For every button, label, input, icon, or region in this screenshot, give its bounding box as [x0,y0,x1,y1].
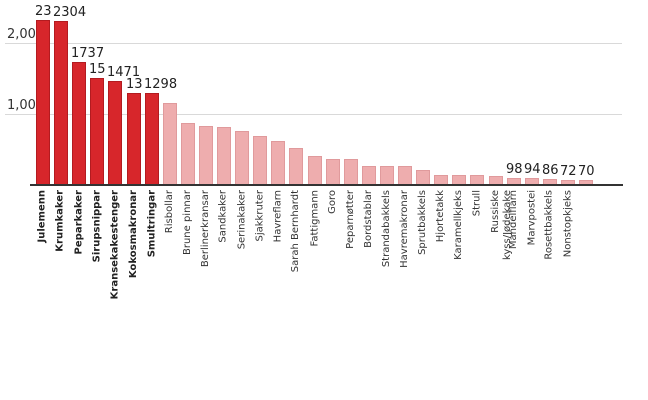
x-tick-label: Havreflarn [272,190,284,243]
x-tick-label: Sjakkruter [254,190,266,242]
bar[interactable] [108,81,122,185]
bar[interactable] [217,127,231,185]
value-label: 72 [560,164,577,179]
value-label: 1298 [144,77,178,92]
x-tick-label: Marvpostei [526,190,538,246]
bar[interactable] [145,93,159,185]
x-tick-label: Karamellkjeks [452,190,464,260]
bar[interactable] [362,166,376,185]
x-tick-label: Strandabakkels [381,190,393,268]
x-tick-label: Strull [471,190,483,217]
x-tick-label: Peparkaker [73,190,85,255]
bar[interactable] [127,93,141,185]
x-tick-label: Julemenn [36,190,48,243]
bar[interactable] [54,21,68,185]
x-tick-label: Mandelflarn [508,190,520,250]
x-tick-label: Nonstopkjeks [562,190,574,258]
bar[interactable] [344,159,358,185]
value-label: 1737 [71,46,105,61]
x-tick-label: Risbollar [164,190,176,234]
y-tick-label: 1,000 [7,98,45,113]
bar[interactable] [235,131,249,185]
x-tick-label: Bordstablar [362,190,374,248]
x-tick-label: Berlinerkransar [200,190,212,268]
value-label: 94 [524,162,541,177]
x-tick-label: Kokosmakronar [128,190,140,279]
value-label: 13 [126,77,143,92]
bar[interactable] [90,78,104,185]
value-label: 1471 [107,65,141,80]
x-tick-label: Havremakronar [398,190,410,268]
value-label: 15 [89,62,106,77]
bar[interactable] [72,62,86,185]
value-label: 86 [542,163,559,178]
value-label: 23 [35,4,52,19]
x-tick-label: Kransekakestenger [109,190,121,300]
bar[interactable] [36,20,50,185]
bar[interactable] [380,166,394,185]
x-tick-label: Fattigmann [309,190,321,247]
bar[interactable] [416,170,430,185]
x-axis [30,184,623,186]
gridline [5,114,622,115]
bar[interactable] [199,126,213,185]
x-tick-label: Rosettbakkels [543,190,555,260]
bar[interactable] [163,103,177,185]
x-tick-label: Brune pinnar [182,190,194,256]
x-tick-label: Hjortetakk [435,190,447,243]
x-tick-label: Sandkaker [217,190,229,243]
gridline [5,43,622,44]
x-tick-label: Sirupsnippar [91,190,103,263]
value-label: 2304 [53,5,87,20]
bar[interactable] [326,159,340,185]
y-tick-label: 2,000 [7,27,45,42]
bar[interactable] [271,141,285,185]
x-tick-label: Sprutbakkels [416,190,428,255]
x-tick-label: Krumkaker [54,190,66,252]
bar[interactable] [253,136,267,185]
bar[interactable] [308,156,322,185]
x-tick-label: Smultringar [146,190,158,258]
x-tick-label: Goro [326,190,338,214]
value-label: 98 [506,162,523,177]
x-tick-label: Serinakaker [236,190,248,250]
value-label: 70 [578,164,595,179]
x-tick-label: Sarah Bernhardt [290,190,302,273]
x-tick-label: Peparnøtter [344,190,356,249]
bar[interactable] [181,123,195,185]
bar[interactable] [398,166,412,185]
bar[interactable] [289,148,303,185]
